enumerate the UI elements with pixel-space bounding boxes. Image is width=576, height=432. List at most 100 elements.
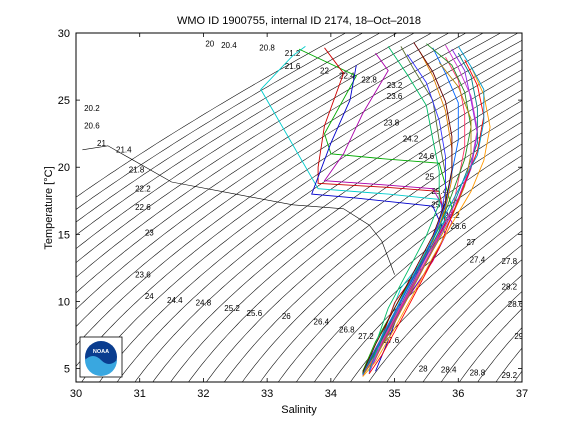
density-contour	[422, 274, 522, 382]
density-contour	[76, 33, 450, 278]
contour-label: 26.8	[339, 325, 355, 334]
noaa-logo-text: NOAA	[93, 349, 109, 355]
contour-label: 20.4	[221, 41, 237, 50]
contour-label: 25	[425, 172, 434, 181]
density-contour	[99, 59, 522, 382]
profile-line	[362, 46, 446, 373]
contour-label: 25.8	[431, 201, 447, 210]
density-contour	[295, 178, 522, 382]
profile-lines	[260, 42, 491, 377]
contour-label: 28.8	[470, 368, 486, 377]
density-contour	[76, 33, 381, 223]
profile-line	[368, 59, 485, 375]
contour-label: 27.8	[502, 257, 518, 266]
contour-label: 24.6	[419, 152, 435, 161]
y-tick-label: 15	[58, 229, 70, 241]
density-contour	[565, 26, 576, 388]
density-contour	[134, 79, 522, 382]
contour-label: 29.2	[502, 371, 518, 380]
contour-label: 24.8	[196, 299, 212, 308]
contour-label: 21.6	[285, 62, 301, 71]
x-tick-label: 37	[516, 388, 528, 400]
contour-label: 26	[282, 312, 291, 321]
contour-label: 23	[145, 229, 154, 238]
density-contour	[76, 33, 398, 236]
contour-label: 25.6	[247, 309, 263, 318]
profile-line	[362, 42, 453, 373]
density-contour	[495, 347, 522, 382]
density-contour	[76, 33, 432, 264]
contour-label: 23.6	[135, 270, 151, 279]
density-contour	[76, 33, 415, 250]
density-contour	[170, 100, 522, 382]
reference-trace	[82, 145, 395, 275]
density-contour	[368, 230, 522, 382]
x-tick-label: 34	[325, 388, 337, 400]
contour-label: 23.6	[387, 92, 403, 101]
contour-label: 27.2	[358, 332, 374, 341]
contour-label: 20.8	[259, 43, 275, 52]
density-contour	[277, 166, 522, 382]
profile-line	[368, 44, 478, 372]
density-contour	[206, 121, 522, 382]
density-contour	[477, 327, 522, 382]
density-contour	[76, 33, 347, 198]
density-contour	[528, 26, 576, 388]
y-axis-label: Temperature [°C]	[43, 166, 55, 249]
contour-label: 28.6	[508, 300, 524, 309]
contour-label: 24.2	[403, 135, 419, 144]
contour-label: 21	[97, 139, 106, 148]
profile-line	[362, 66, 491, 377]
x-tick-label: 32	[197, 388, 209, 400]
contour-label: 22.8	[361, 76, 377, 85]
density-contour	[223, 132, 522, 382]
contour-label: 20.2	[84, 104, 100, 113]
density-contour	[332, 203, 522, 382]
profile-line	[362, 52, 478, 375]
density-contour	[152, 89, 522, 382]
x-tick-label: 36	[452, 388, 464, 400]
x-tick-label: 30	[70, 388, 82, 400]
contour-label: 21.8	[129, 166, 145, 175]
density-contour	[76, 33, 467, 294]
profile-line	[362, 54, 446, 376]
contour-label: 22.2	[135, 184, 151, 193]
contour-label: 28	[419, 364, 428, 373]
density-contour	[76, 39, 522, 367]
density-contour	[188, 110, 522, 382]
contour-label: 22	[320, 66, 329, 75]
contour-label: 27.4	[470, 256, 486, 265]
density-contour	[241, 143, 522, 382]
density-contour	[546, 26, 576, 388]
density-contour	[386, 244, 522, 382]
density-contour	[76, 33, 519, 346]
contour-label: 23.8	[384, 119, 400, 128]
density-contour	[76, 33, 364, 210]
density-contours	[76, 26, 576, 388]
x-tick-label: 35	[388, 388, 400, 400]
x-tick-label: 33	[261, 388, 273, 400]
contour-label: 23.2	[387, 81, 403, 90]
y-tick-label: 20	[58, 162, 70, 174]
density-contour	[76, 33, 484, 310]
contour-label: 28.4	[441, 366, 457, 375]
y-tick-label: 30	[58, 28, 70, 40]
profile-line	[362, 46, 440, 375]
density-contour	[313, 191, 522, 382]
density-contour	[440, 291, 522, 382]
density-contour	[404, 259, 522, 382]
y-tick-label: 10	[58, 296, 70, 308]
x-axis-label: Salinity	[281, 404, 317, 416]
noaa-logo: NOAA	[79, 336, 123, 378]
density-contour	[459, 308, 522, 382]
contour-label: 20	[205, 39, 214, 48]
plot-frame	[75, 32, 523, 383]
contour-label: 21.2	[285, 49, 301, 58]
contour-label: 24	[145, 292, 154, 301]
contour-label: 24.4	[167, 296, 183, 305]
y-tick-label: 5	[64, 364, 70, 376]
density-contour	[116, 69, 522, 382]
y-axis: 5 10 15 20 25 30	[58, 28, 522, 376]
density-contour	[76, 33, 502, 328]
